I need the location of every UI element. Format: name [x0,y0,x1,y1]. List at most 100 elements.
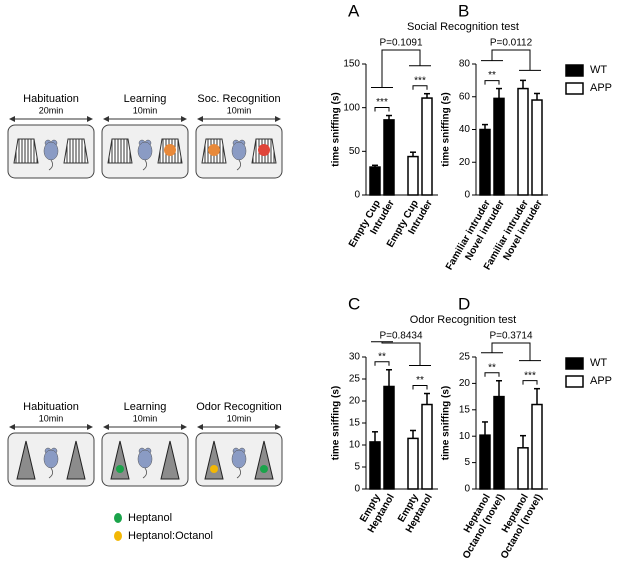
legend-label: APP [590,82,612,94]
stage-duration: 10min [227,413,252,423]
y-tick-label: 0 [354,190,360,201]
odor-dot [258,144,270,156]
y-tick-label: 0 [464,190,470,201]
y-axis-label: time sniffing (s) [331,92,342,166]
y-tick-label: 25 [459,352,471,363]
section-title: Odor Recognition test [410,314,516,326]
p-bracket [491,49,531,71]
cup [63,138,89,164]
y-tick-label: 150 [343,59,360,70]
bar [369,441,381,490]
sig-bracket [484,372,500,377]
legend-swatch [114,513,122,523]
y-tick-label: 0 [464,484,470,495]
sig-bracket [412,385,428,390]
stage-label: Learning [124,93,167,105]
y-tick-label: 10 [459,431,471,442]
y-tick-label: 0 [354,484,360,495]
p-label: P=0.3714 [489,331,533,342]
sig-label: *** [376,97,388,108]
stage-label: Soc. Recognition [197,93,280,105]
p-label: P=0.1091 [379,38,423,49]
mouse-tail [48,467,53,479]
bar [517,87,529,196]
y-tick-label: 80 [459,59,471,70]
y-tick-label: 20 [349,396,361,407]
legend-swatch [114,531,122,541]
legend-swatch [565,375,584,388]
bar [383,119,395,196]
p-label: P=0.0112 [490,38,533,49]
sig-label: ** [488,362,496,373]
mouse-tail [142,467,147,479]
mouse [137,449,153,469]
mouse [231,141,247,161]
y-axis-label: time sniffing (s) [441,386,452,460]
stage-duration: 10min [133,105,158,115]
panel-letter: A [348,1,360,20]
legend-swatch [565,82,584,95]
mouse-tail [236,467,241,479]
sig-label: ** [416,375,424,386]
p-bracket [381,49,421,88]
y-tick-label: 15 [349,418,361,429]
section-title: Social Recognition test [407,21,519,33]
sig-bracket [484,80,500,85]
odor-cone [160,440,180,480]
stage-label: Learning [124,401,167,413]
panel-letter: B [458,1,469,20]
mouse-tail [236,159,241,171]
legend-swatch [565,64,584,77]
y-tick-label: 15 [459,404,471,415]
sig-bracket [374,361,390,366]
y-tick-label: 40 [459,124,471,135]
stage-duration: 10min [39,413,64,423]
y-tick-label: 5 [464,457,470,468]
legend-label: Heptanol [128,512,172,524]
y-tick-label: 100 [343,102,360,113]
sig-bracket [522,380,538,385]
mouse-tail [142,159,147,171]
sig-label: ** [378,351,386,362]
bar [369,166,381,196]
sig-label: ** [488,70,496,81]
sig-bracket [374,107,390,112]
stage-duration: 20min [39,105,64,115]
legend-label: APP [590,375,612,387]
panel-letter: C [348,294,360,313]
stage-duration: 10min [227,105,252,115]
mouse-tail [48,159,53,171]
stage-label: Habituation [23,401,79,413]
cup [107,138,133,164]
y-tick-label: 25 [349,374,361,385]
mouse [43,141,59,161]
legend-label: Heptanol:Octanol [128,530,213,542]
y-tick-label: 60 [459,91,471,102]
odor-cone [16,440,36,480]
sig-bracket [412,85,428,90]
bar [493,97,505,196]
mouse [231,449,247,469]
bar [479,128,491,196]
bar [421,403,433,490]
bar [421,97,433,196]
legend-swatch [565,357,584,370]
sig-label: *** [414,75,426,86]
y-axis-label: time sniffing (s) [441,92,452,166]
stage-label: Odor Recognition [196,401,282,413]
bar [407,155,419,196]
p-bracket [381,341,421,366]
odor-cone [204,440,224,480]
odor-dot [210,465,218,473]
y-axis-label: time sniffing (s) [331,386,342,460]
y-tick-label: 50 [349,146,361,157]
sig-label: *** [524,370,536,381]
mouse [43,449,59,469]
legend-label: WT [590,357,607,369]
bar [479,434,491,490]
p-label: P=0.8434 [379,331,423,342]
stage-label: Habituation [23,93,79,105]
bar [407,437,419,490]
bar [383,385,395,490]
